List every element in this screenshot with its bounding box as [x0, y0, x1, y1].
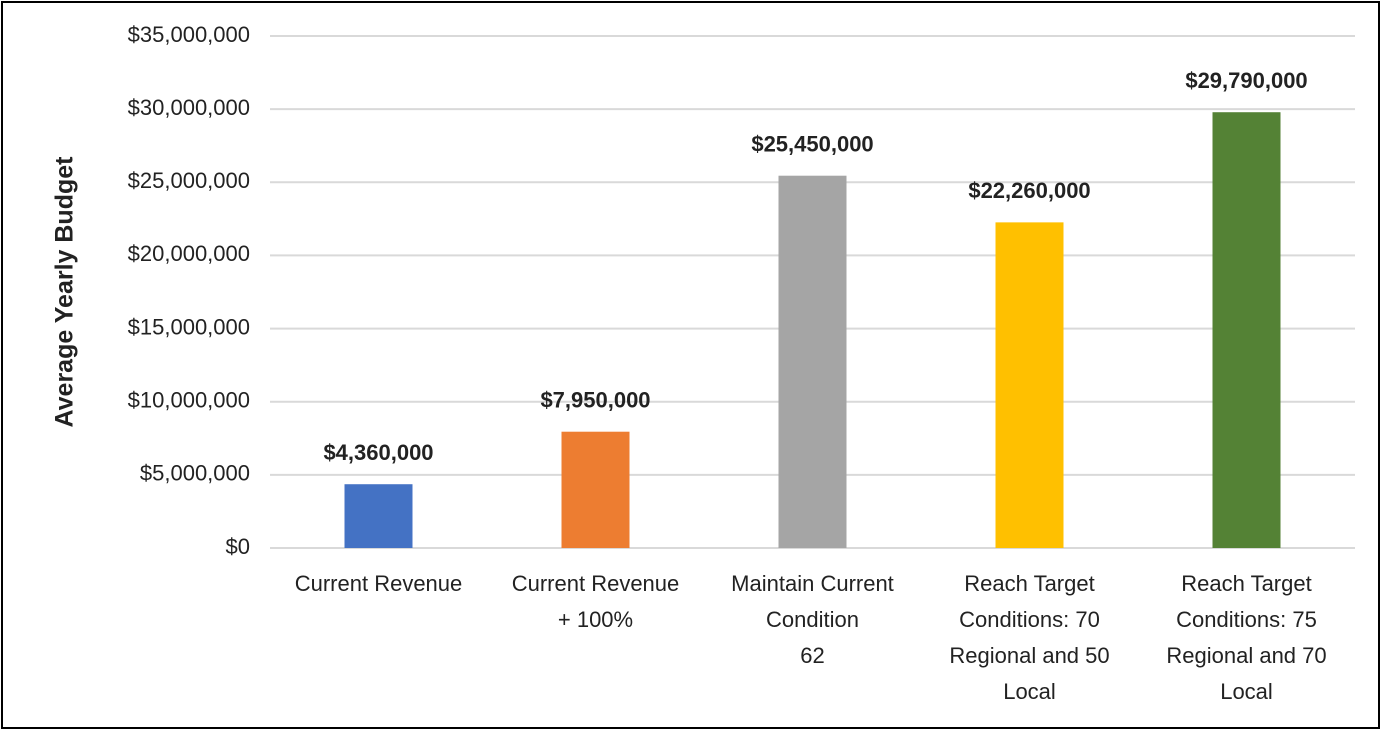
x-tick-label: Local	[1220, 679, 1273, 704]
data-label: $22,260,000	[968, 178, 1090, 203]
bar	[344, 484, 413, 548]
y-tick-label: $0	[226, 534, 250, 559]
data-label: $7,950,000	[540, 388, 650, 413]
bar	[778, 175, 847, 548]
x-tick-label: Reach Target	[964, 571, 1094, 596]
y-tick-label: $10,000,000	[128, 388, 250, 413]
data-label: $29,790,000	[1185, 68, 1307, 93]
y-tick-label: $5,000,000	[140, 461, 250, 486]
y-tick-label: $25,000,000	[128, 168, 250, 193]
y-axis-label: Average Yearly Budget	[51, 156, 79, 428]
x-tick-label: Condition	[766, 607, 859, 632]
bar	[1212, 112, 1281, 549]
x-tick-label: Conditions: 70	[959, 607, 1100, 632]
bar	[561, 431, 630, 548]
bar	[995, 222, 1064, 549]
x-tick-label: 62	[800, 643, 824, 668]
x-tick-label: Current Revenue	[512, 571, 680, 596]
y-tick-label: $20,000,000	[128, 241, 250, 266]
x-tick-label: Regional and 70	[1166, 643, 1326, 668]
y-tick-label: $30,000,000	[128, 95, 250, 120]
y-tick-label: $35,000,000	[128, 22, 250, 47]
y-tick-label: $15,000,000	[128, 314, 250, 339]
x-tick-label: Regional and 50	[949, 643, 1109, 668]
x-tick-label: Current Revenue	[295, 571, 463, 596]
data-label: $4,360,000	[323, 440, 433, 465]
x-tick-label: Reach Target	[1181, 571, 1311, 596]
x-tick-label: + 100%	[558, 607, 633, 632]
x-tick-label: Conditions: 75	[1176, 607, 1317, 632]
x-tick-label: Maintain Current	[731, 571, 894, 596]
data-label: $25,450,000	[751, 132, 873, 157]
x-tick-label: Local	[1003, 679, 1056, 704]
